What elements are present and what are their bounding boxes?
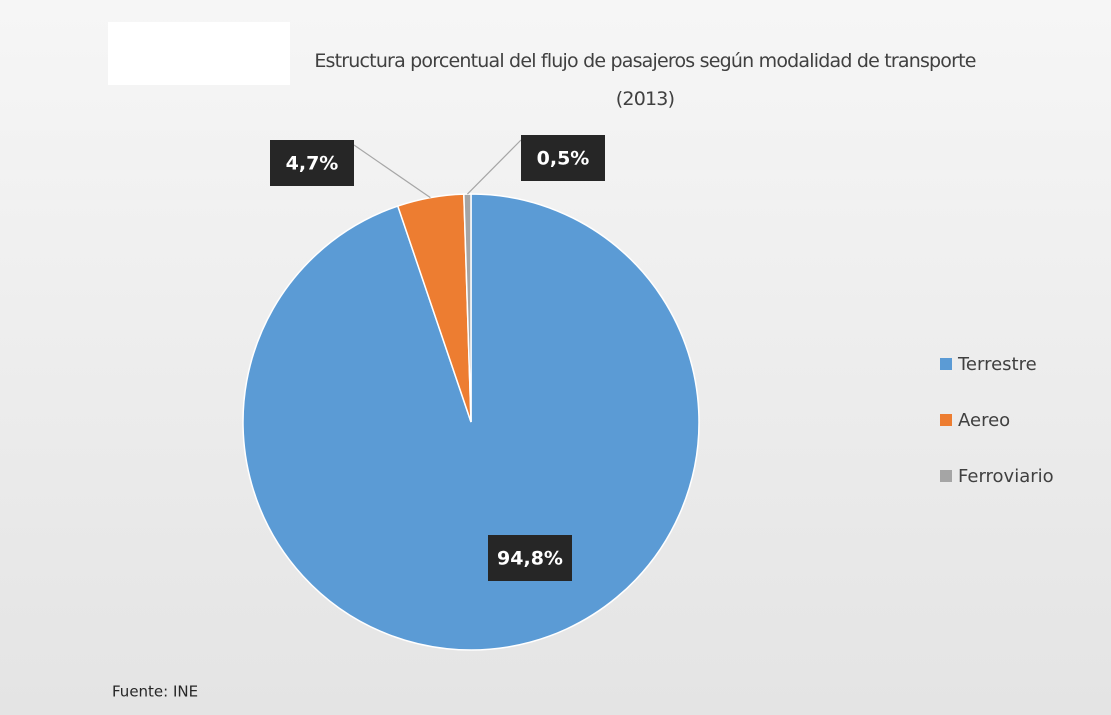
legend-label: Aereo bbox=[958, 410, 1010, 431]
data-label: 94,8% bbox=[497, 548, 563, 570]
label-box bbox=[488, 535, 572, 581]
leader-line bbox=[353, 144, 431, 199]
blank-box bbox=[108, 22, 290, 85]
label-box bbox=[521, 135, 605, 181]
source-note: Fuente: INE bbox=[112, 683, 198, 701]
legend-label: Ferroviario bbox=[958, 466, 1054, 487]
data-label: 4,7% bbox=[286, 153, 339, 175]
label-box bbox=[270, 140, 354, 186]
data-label: 0,5% bbox=[537, 148, 590, 170]
pie-slice bbox=[463, 193, 472, 423]
legend-label: Terrestre bbox=[957, 354, 1037, 375]
legend-swatch bbox=[940, 358, 952, 370]
legend-swatch bbox=[940, 470, 952, 482]
leader-line bbox=[466, 139, 522, 195]
legend-swatch bbox=[940, 414, 952, 426]
chart-title: Estructura porcentual del flujo de pasaj… bbox=[314, 50, 976, 110]
